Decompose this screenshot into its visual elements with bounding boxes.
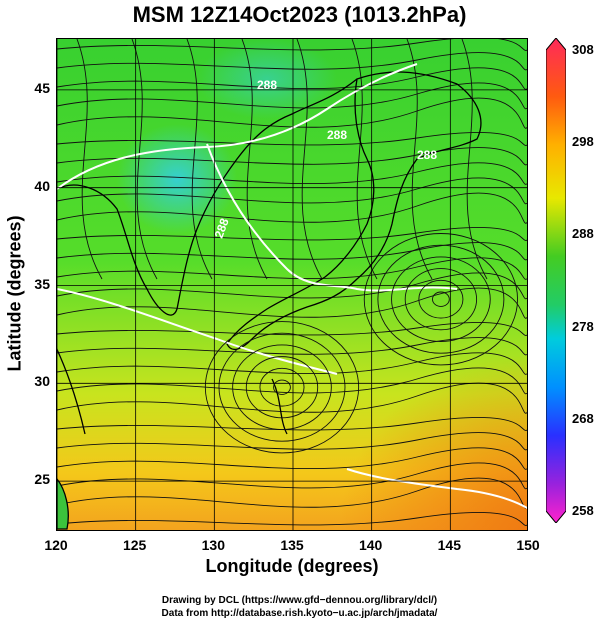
low-center-east (391, 256, 491, 342)
streamline (241, 39, 268, 280)
streamline (57, 432, 527, 451)
streamline (57, 162, 527, 185)
cold-region-north (197, 39, 337, 119)
streamline (57, 97, 527, 129)
contour-label: 288 (257, 78, 277, 92)
colorbar-label: 258 (572, 503, 594, 518)
low-center-east (363, 233, 518, 366)
streamline (57, 132, 527, 146)
y-tick-label: 40 (34, 177, 50, 194)
streamline (57, 192, 527, 224)
coastlines (57, 71, 482, 530)
x-tick-label: 135 (280, 537, 304, 553)
streamline (57, 82, 527, 110)
streamline (57, 367, 527, 395)
streamline (296, 39, 323, 280)
streamline (57, 227, 527, 241)
credits: Drawing by DCL (https://www.gfd−dennou.o… (0, 594, 599, 620)
y-tick-label: 30 (34, 373, 50, 390)
streamline (186, 39, 213, 280)
contour-label: 288 (327, 128, 347, 142)
vortex-markers (204, 233, 518, 454)
colorbar-scale (546, 38, 566, 523)
japan-coast (226, 71, 482, 351)
colorbar-label: 268 (572, 410, 594, 426)
temperature-contours (57, 63, 527, 510)
streamline (76, 39, 103, 280)
streamline (57, 337, 527, 356)
y-tick-label: 45 (34, 79, 50, 96)
low-center-south (204, 321, 360, 454)
mainland-coast (57, 78, 358, 316)
y-tick-label: 25 (34, 471, 50, 488)
low-center-east (418, 279, 464, 319)
credit-data: Data from http://database.rish.kyoto−u.a… (161, 608, 438, 619)
streamline (57, 257, 527, 280)
colorbar (546, 38, 566, 523)
contour-line (57, 288, 338, 375)
streamline (57, 447, 527, 470)
colorbar-label: 308 (572, 42, 594, 57)
colorbar-label: 288 (572, 226, 594, 242)
low-center-south (245, 356, 319, 419)
streamline (57, 417, 527, 431)
low-center-east (377, 244, 505, 354)
low-center-south (232, 344, 332, 430)
streamline (351, 39, 378, 280)
x-tick-label: 150 (516, 537, 540, 553)
streamline (57, 512, 527, 526)
streamline (131, 39, 158, 280)
low-center-south (273, 379, 291, 395)
x-tick-label: 145 (437, 537, 461, 553)
streamline (461, 39, 488, 280)
streamline (57, 462, 527, 490)
streamline (57, 67, 527, 90)
y-tick-label: 35 (34, 275, 50, 292)
streamline (57, 322, 527, 336)
streamline (57, 52, 527, 71)
china-coast-south (57, 347, 86, 435)
contour-line (57, 63, 418, 190)
gridlines (57, 39, 527, 530)
colorbar-label: 278 (572, 318, 594, 334)
low-center-south (259, 367, 305, 407)
contour-line (346, 468, 527, 510)
colorbar-label: 298 (572, 134, 594, 150)
contour-label: 288 (212, 216, 232, 240)
x-tick-label: 140 (358, 537, 383, 553)
x-tick-label: 125 (122, 537, 147, 553)
streamline (57, 147, 527, 166)
y-axis-label: Latitude (degrees) (4, 215, 25, 372)
streamline (57, 382, 527, 414)
taiwan-coast (57, 477, 69, 530)
contour-label: 288 (417, 148, 437, 162)
temperature-map: 288 288 288 288 (57, 39, 527, 530)
credit-drawing: Drawing by DCL (https://www.gfd−dennou.o… (161, 595, 438, 606)
contour-line (206, 143, 458, 292)
streamline (57, 39, 527, 51)
map-panel: 288 288 288 288 (56, 38, 528, 531)
contour-labels: 288 288 288 288 (212, 78, 438, 240)
x-tick-label: 130 (201, 537, 225, 553)
x-tick-label: 120 (44, 537, 68, 553)
streamline (57, 242, 527, 261)
streamline (57, 177, 527, 205)
x-axis-label: Longitude (degrees) (205, 556, 379, 576)
page-title: MSM 12Z14Oct2023 (1013.2hPa) (132, 2, 467, 27)
low-center-east (432, 291, 450, 307)
streamline (57, 477, 527, 509)
streamline (57, 352, 527, 375)
low-center-south (218, 332, 346, 442)
low-center-east (404, 268, 478, 331)
